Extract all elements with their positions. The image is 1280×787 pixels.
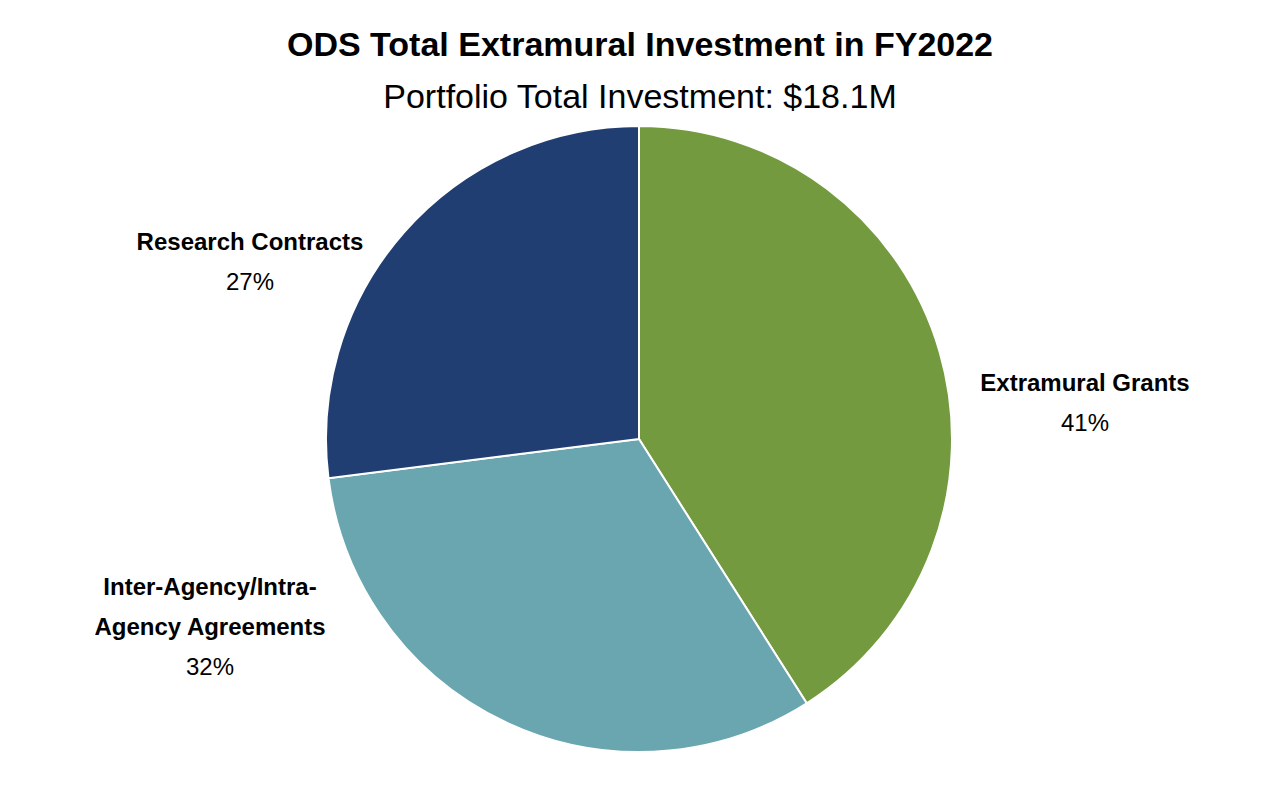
- slice-label: Research Contracts: [137, 228, 364, 255]
- data-label: 32%: [186, 653, 234, 680]
- slice: [326, 126, 639, 478]
- slice: [328, 439, 806, 752]
- data-label: 41%: [1061, 409, 1109, 436]
- slice-label: Extramural Grants: [980, 369, 1189, 396]
- slice-label: Inter-Agency/Intra-Agency Agreements: [94, 573, 325, 640]
- title: ODS Total Extramural Investment in FY202…: [287, 25, 993, 63]
- data-label: 27%: [226, 268, 274, 295]
- chart: ODS Total Extramural Investment in FY202…: [0, 0, 1280, 787]
- pie: [326, 126, 952, 752]
- subtitle: Portfolio Total Investment: $18.1M: [383, 77, 896, 115]
